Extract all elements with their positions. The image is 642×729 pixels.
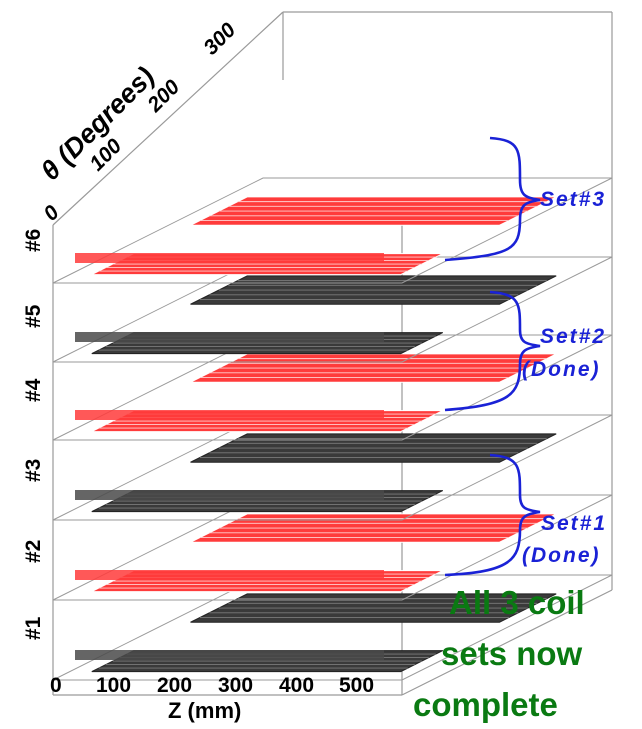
set1-name: Set#1 — [541, 512, 607, 535]
layer-label-1: #1 — [22, 616, 45, 640]
z-tick-0: 0 — [50, 674, 62, 697]
completion-note: All 3 coil sets now complete — [413, 584, 585, 723]
set-labels: Set#3 Set#2 (Done) Set#1 (Done) — [522, 188, 607, 567]
set-braces — [444, 136, 541, 577]
note-line-1: All 3 coil — [449, 584, 585, 621]
note-line-2: sets now — [441, 635, 583, 672]
z-tick-400: 400 — [279, 674, 314, 697]
layer-label-5: #5 — [22, 304, 45, 328]
layer-label-2: #2 — [22, 540, 45, 563]
brace-set3 — [444, 136, 541, 262]
set2-status: (Done) — [522, 358, 601, 381]
coil-layer-3 — [52, 414, 613, 521]
coil-layer-6 — [52, 177, 613, 284]
layer-label-6: #6 — [22, 229, 45, 252]
z-tick-300: 300 — [218, 674, 253, 697]
theta-tick-300: 300 — [199, 18, 240, 59]
z-axis: 0 100 200 300 400 500 Z (mm) — [50, 674, 374, 723]
coil-layer-2 — [52, 494, 613, 601]
coil-layer-1 — [52, 574, 613, 681]
layer-label-4: #4 — [22, 378, 45, 402]
theta-tick-0: 0 — [39, 201, 64, 226]
set3-name: Set#3 — [540, 188, 606, 211]
coil-layer-4 — [52, 334, 613, 441]
brace-set2 — [444, 290, 541, 412]
note-line-3: complete — [413, 686, 558, 723]
z-tick-100: 100 — [96, 674, 131, 697]
coil-layers — [52, 177, 613, 681]
set1-status: (Done) — [522, 544, 601, 567]
layer-labels: #6 #5 #4 #3 #2 #1 — [22, 229, 45, 640]
layer-label-3: #3 — [22, 459, 45, 482]
z-axis-label: Z (mm) — [168, 698, 241, 723]
set2-name: Set#2 — [540, 325, 606, 348]
z-tick-200: 200 — [157, 674, 192, 697]
theta-axis: 0 100 200 300 θ (Degrees) — [35, 18, 241, 225]
z-tick-500: 500 — [339, 674, 374, 697]
brace-set1 — [444, 453, 541, 577]
